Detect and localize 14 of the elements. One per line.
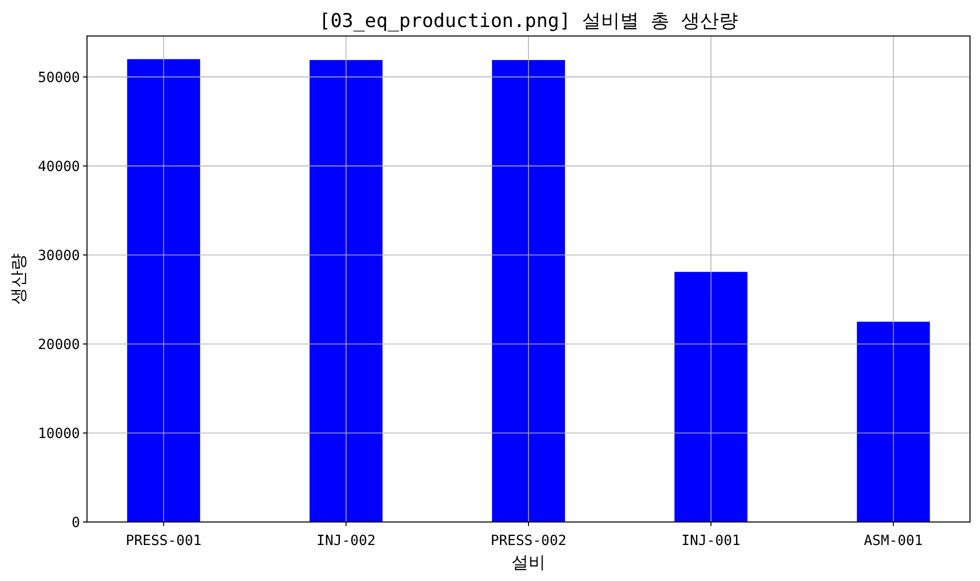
y-tick-label: 20000 xyxy=(38,336,80,353)
y-tick-label: 40000 xyxy=(38,158,80,175)
x-tick-label: ASM-001 xyxy=(864,533,923,549)
y-axis-title: 생산량 xyxy=(9,254,29,304)
x-axis-title: 설비 xyxy=(512,553,546,573)
x-tick-label: INJ-002 xyxy=(316,533,376,549)
x-tick-label: INJ-001 xyxy=(681,533,740,549)
y-tick-label: 0 xyxy=(72,515,80,531)
x-tick-label: PRESS-001 xyxy=(126,533,202,549)
y-tick-label: 50000 xyxy=(38,70,80,86)
x-tick-label: PRESS-002 xyxy=(490,533,566,549)
y-tick-label: 10000 xyxy=(38,426,80,442)
chart-title: [03_eq_production.png] 설비별 총 생산량 xyxy=(319,10,738,32)
y-tick-label: 30000 xyxy=(38,248,80,264)
